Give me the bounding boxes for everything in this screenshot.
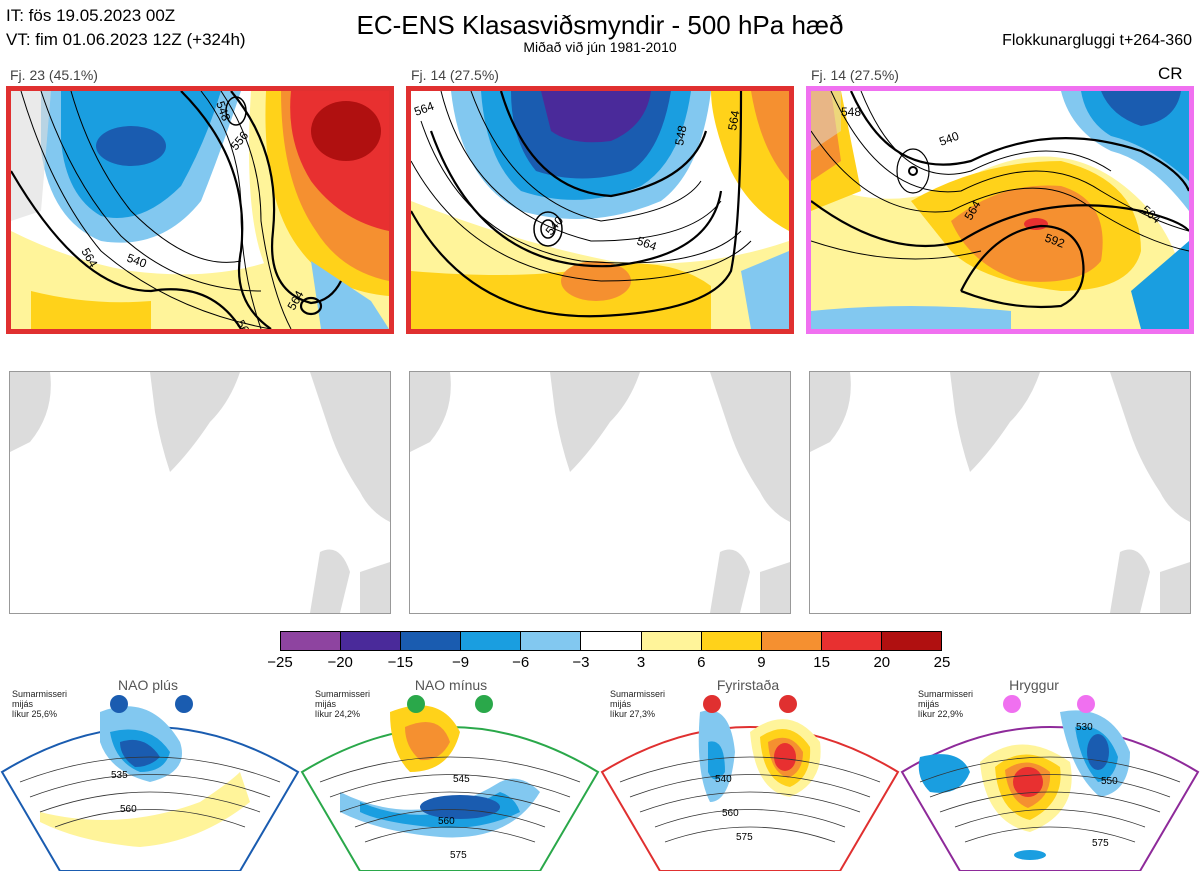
- colorbar-cell: [401, 632, 462, 650]
- colorbar-cell: [581, 632, 642, 650]
- colorbar-tick-label: −3: [572, 654, 590, 671]
- regime-contour-label: 560: [722, 808, 739, 819]
- classification-window: Flokkunargluggi t+264-360: [1002, 32, 1192, 49]
- regime-contour-label: 535: [111, 770, 128, 781]
- colorbar-cell: [761, 632, 822, 650]
- cluster-3-label: Fj. 14 (27.5%): [811, 67, 899, 83]
- regime-nao-plus: Sumarmisseri mijás líkur 25,6% NAO plús …: [0, 672, 300, 871]
- regime-ridge: Sumarmisseri mijás líkur 22,9% Hryggur 5…: [900, 672, 1200, 871]
- empty-map-3: [809, 371, 1191, 614]
- regime-note-line: líkur 25,6%: [12, 709, 58, 719]
- regime-contour-label: 550: [1101, 776, 1118, 787]
- regime-note-line: Sumarmisseri: [610, 689, 666, 699]
- regime-note-line: mijás: [315, 699, 337, 709]
- colorbar-tick-label: −6: [512, 654, 530, 671]
- cluster-3-map: 548 540 564 564 592: [806, 86, 1194, 334]
- cluster-2-contour-label: 548: [672, 124, 689, 146]
- colorbar-tick-label: −25: [267, 654, 293, 671]
- cluster-3-regime-tag: CR: [1158, 64, 1183, 83]
- empty-map-2: [409, 371, 791, 614]
- regime-note-line: mijás: [918, 699, 940, 709]
- regime-contour-label: 560: [438, 816, 455, 827]
- colorbar-tick-label: 6: [697, 654, 706, 671]
- colorbar-tick-label: −20: [327, 654, 353, 671]
- cluster-1-contour-label: 56: [233, 318, 252, 330]
- regime-contour-label: 575: [1092, 838, 1109, 849]
- regime-note-line: mijás: [12, 699, 34, 709]
- regime-note-line: Sumarmisseri: [12, 689, 68, 699]
- regime-title: Fyrirstaða: [716, 677, 780, 693]
- cluster-2-contour-label: 564: [635, 234, 659, 254]
- regime-note-line: líkur 27,3%: [610, 709, 656, 719]
- cluster-1-contour-label: 548: [213, 99, 233, 123]
- regime-contour-label: 530: [1076, 722, 1093, 733]
- cluster-2-contour-label: 564: [725, 109, 742, 131]
- regime-note-line: Sumarmisseri: [315, 689, 371, 699]
- cluster-1-label: Fj. 23 (45.1%): [10, 67, 98, 83]
- cluster-3-contour-label: 592: [1043, 231, 1067, 251]
- colorbar-tick-label: −9: [451, 654, 470, 671]
- colorbar-cell: [821, 632, 882, 650]
- cluster-1-map: 540 548 556 564 564 56: [6, 86, 394, 334]
- colorbar-tick-label: −15: [387, 654, 414, 671]
- colorbar-cell: [641, 632, 702, 650]
- regime-title: NAO plús: [118, 677, 178, 693]
- colorbar-tick-label: 15: [813, 654, 830, 671]
- colorbar-cell: [881, 632, 942, 650]
- colorbar-cell: [701, 632, 762, 650]
- colorbar-cell: [281, 632, 342, 650]
- regime-nao-minus: Sumarmisseri mijás líkur 24,2% NAO mínus…: [300, 672, 600, 871]
- valid-time: VT: fim 01.06.2023 12Z (+324h): [6, 30, 246, 49]
- colorbar: [280, 631, 942, 651]
- cluster-3-contour-label: 540: [937, 129, 961, 149]
- colorbar-tick-label: 25: [933, 654, 951, 671]
- empty-map-1: [9, 371, 391, 614]
- regime-contour-label: 560: [120, 804, 137, 815]
- colorbar-tick-label: 9: [757, 654, 766, 671]
- regime-note-line: Sumarmisseri: [918, 689, 974, 699]
- regime-title: NAO mínus: [414, 677, 488, 693]
- cluster-2-map: 564 548 540 564 564: [406, 86, 794, 334]
- colorbar-cell: [341, 632, 402, 650]
- page-title: EC-ENS Klasasviðsmyndir - 500 hPa hæð: [356, 10, 844, 40]
- init-time: IT: fös 19.05.2023 00Z: [6, 6, 176, 25]
- regime-note-line: líkur 22,9%: [918, 709, 964, 719]
- regime-title: Hryggur: [1009, 677, 1059, 693]
- cluster-1-contour-label: 540: [125, 251, 149, 271]
- cluster-3-contour-label: 548: [841, 105, 861, 119]
- page-subtitle: Miðað við jún 1981-2010: [523, 39, 677, 55]
- regime-note-line: mijás: [610, 699, 632, 709]
- colorbar-tick-label: 20: [873, 654, 891, 671]
- regime-blocking: Sumarmisseri mijás líkur 27,3% Fyrirstað…: [600, 672, 900, 871]
- regime-contour-label: 540: [715, 774, 732, 785]
- colorbar-tick-label: 3: [636, 654, 646, 671]
- regime-contour-label: 545: [453, 774, 470, 785]
- colorbar-cell: [521, 632, 582, 650]
- cluster-2-label: Fj. 14 (27.5%): [411, 67, 499, 83]
- regime-contour-label: 575: [450, 850, 467, 861]
- colorbar-cell: [461, 632, 522, 650]
- regime-note-line: líkur 24,2%: [315, 709, 361, 719]
- cluster-2-contour-label: 564: [412, 99, 436, 119]
- regime-contour-label: 575: [736, 832, 753, 843]
